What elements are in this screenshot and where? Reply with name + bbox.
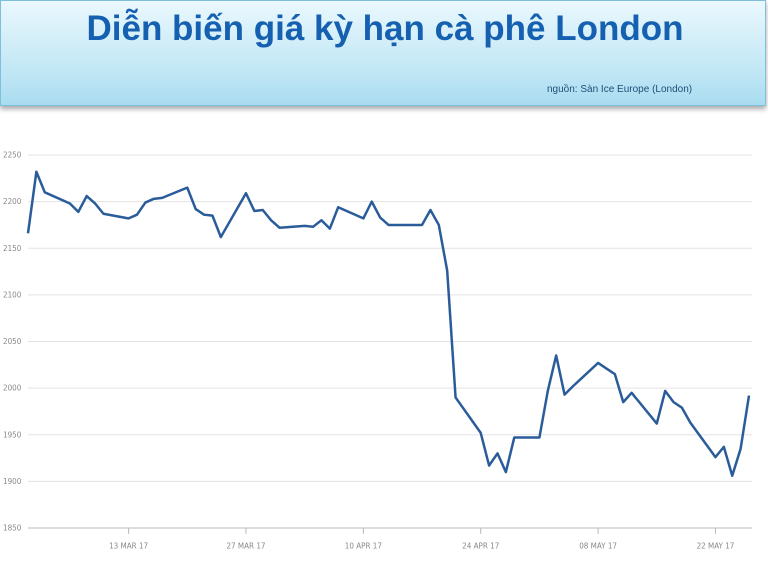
price-line — [26, 170, 751, 478]
chart-title: Diễn biến giá kỳ hạn cà phê London — [86, 9, 684, 48]
y-tick-label: 2150 — [3, 244, 22, 253]
y-tick-label: 2050 — [3, 337, 22, 346]
y-tick-label: 2200 — [3, 197, 22, 206]
y-tick-label: 2100 — [3, 290, 22, 299]
y-tick-label: 1950 — [3, 430, 22, 439]
x-tick-label: 24 APR 17 — [462, 542, 499, 551]
y-tick-label: 2250 — [3, 151, 22, 160]
x-tick-label: 22 MAY 17 — [697, 542, 735, 551]
title-banner: Diễn biến giá kỳ hạn cà phê London nguồn… — [0, 0, 766, 106]
y-tick-label: 2000 — [3, 384, 22, 393]
y-tick-label: 1900 — [3, 477, 22, 486]
x-tick-label: 10 APR 17 — [345, 542, 382, 551]
x-tick-label: 27 MAR 17 — [226, 542, 265, 551]
y-tick-label: 1850 — [3, 524, 22, 533]
x-tick-label: 08 MAY 17 — [579, 542, 617, 551]
x-tick-label: 13 MAR 17 — [109, 542, 148, 551]
source-note: nguồn: Sàn Ice Europe (London) — [547, 84, 693, 95]
